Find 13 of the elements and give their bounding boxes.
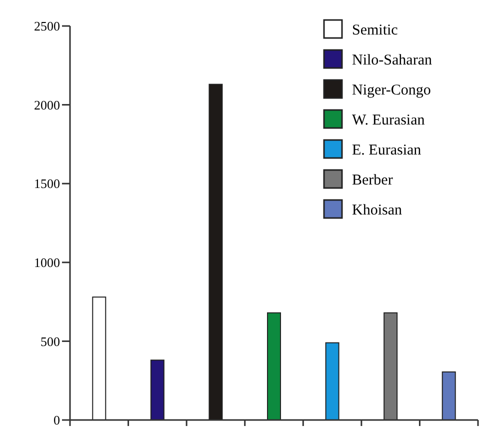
legend-label: Berber <box>352 172 393 188</box>
legend-label: W. Eurasian <box>352 112 426 128</box>
y-tick-label: 500 <box>40 334 60 349</box>
legend-label: Semitic <box>352 22 398 38</box>
y-tick-label: 2500 <box>34 18 60 34</box>
y-tick-label: 0 <box>54 412 60 428</box>
y-tick-label: 1500 <box>34 176 60 192</box>
y-tick-label: 2000 <box>34 97 60 112</box>
legend-label: E. Eurasian <box>352 142 422 158</box>
legend-label: Niger-Congo <box>352 82 431 98</box>
legend-label: Khoisan <box>352 202 402 218</box>
legend-label: Nilo-Saharan <box>352 52 432 68</box>
y-tick-label: 1000 <box>34 254 60 270</box>
